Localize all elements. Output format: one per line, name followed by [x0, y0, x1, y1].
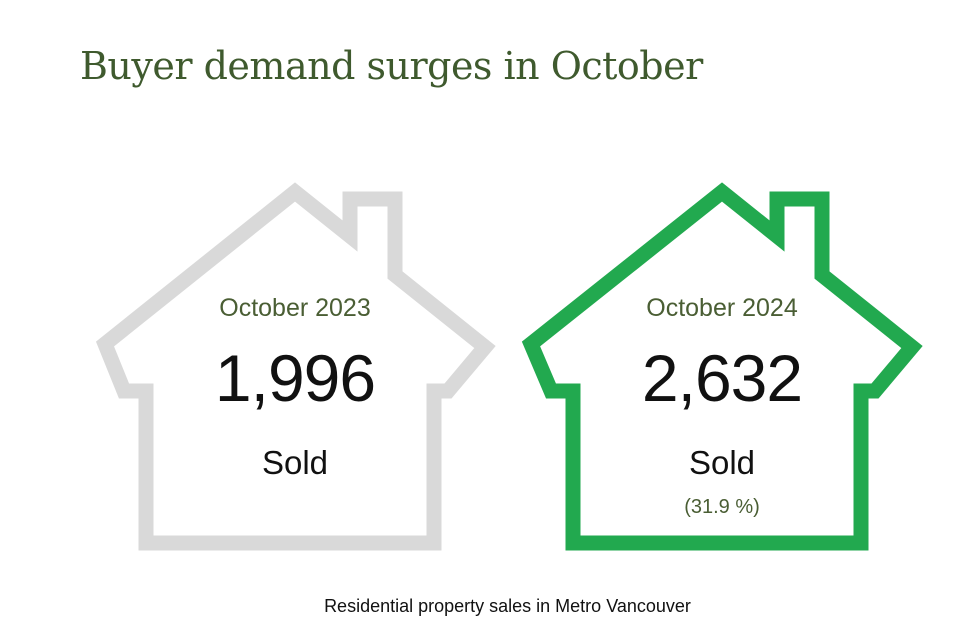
sold-count: 2,632	[641, 341, 803, 415]
chart-caption: Residential property sales in Metro Vanc…	[324, 596, 691, 616]
sold-label: Sold	[688, 444, 756, 481]
percent-change: (31.9 %)	[684, 496, 760, 518]
house-outline-icon-2023	[95, 182, 496, 551]
period-label: October 2024	[646, 294, 798, 322]
house-outline-icon-2024	[521, 182, 923, 551]
page-title: Buyer demand surges in October	[80, 44, 703, 88]
sold-label: Sold	[261, 444, 329, 481]
period-label: October 2023	[219, 294, 371, 322]
sold-count: 1,996	[214, 341, 376, 415]
